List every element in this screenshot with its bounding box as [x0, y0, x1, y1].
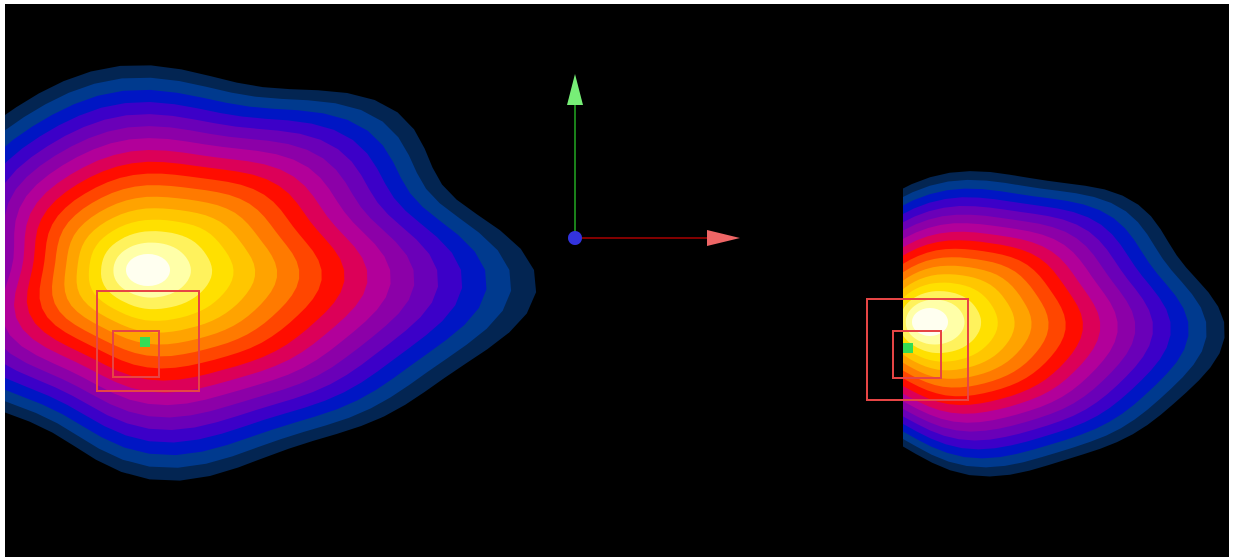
left-selection-inner-box[interactable]: [112, 330, 160, 378]
y-axis-arrow-icon[interactable]: [567, 74, 583, 105]
left-selection-outer-box[interactable]: [96, 290, 200, 392]
axes-gizmo[interactable]: [567, 74, 740, 246]
x-axis-arrow-icon[interactable]: [707, 230, 740, 246]
right-selection-inner-box[interactable]: [892, 330, 942, 379]
left-marker[interactable]: [140, 337, 150, 347]
contour-band: [126, 254, 170, 286]
right-selection-outer-box[interactable]: [866, 298, 969, 401]
contour-band: [912, 308, 948, 336]
z-axis-origin-icon[interactable]: [568, 231, 582, 245]
right-marker[interactable]: [903, 343, 913, 353]
right-heat-blob[interactable]: [814, 171, 1225, 477]
